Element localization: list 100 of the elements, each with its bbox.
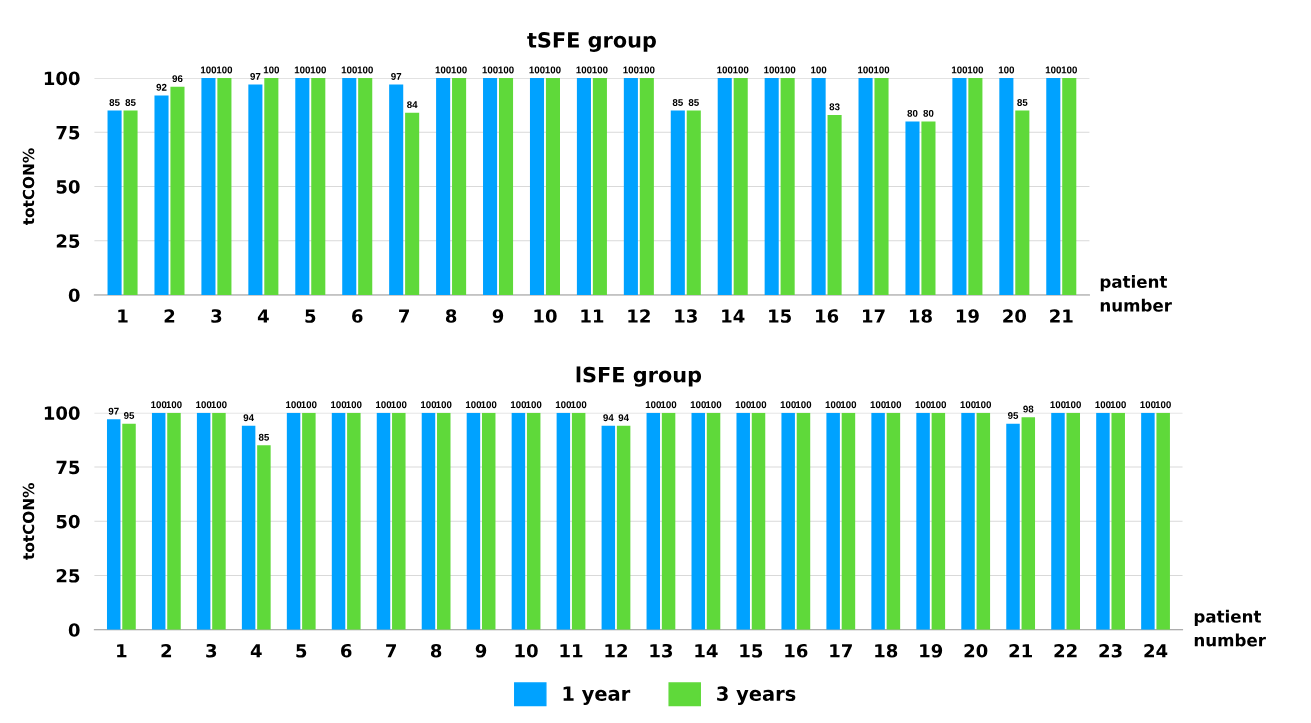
x-tick-label: 4 (250, 644, 262, 658)
x-tick-label: 19 (920, 643, 943, 658)
bar (886, 412, 901, 630)
data-label: 94 (618, 414, 629, 422)
bar (826, 412, 840, 630)
data-label: 100 (951, 66, 968, 74)
x-tick-label: 13 (675, 309, 697, 323)
data-label: 100 (1140, 401, 1156, 409)
data-label: 100 (216, 66, 233, 74)
bar (1015, 110, 1030, 295)
y-axis-title: totCON% (22, 483, 35, 560)
bar (1111, 412, 1125, 630)
bar (916, 412, 930, 630)
bar (257, 445, 271, 630)
data-label: 100 (331, 401, 347, 409)
data-label: 100 (975, 401, 992, 409)
legend-label: 1 year (563, 686, 631, 705)
bar (342, 78, 357, 295)
x-tick-label: 6 (341, 643, 352, 658)
x-tick-label: 7 (399, 309, 410, 323)
x-tick-label: 12 (605, 643, 627, 658)
y-tick-label: 50 (56, 179, 80, 194)
data-label: 85 (109, 99, 120, 106)
bar (961, 412, 975, 630)
data-label: 100 (592, 66, 608, 74)
x-tick-label: 16 (816, 309, 839, 323)
x-tick-label: 19 (956, 309, 979, 323)
data-label: 100 (357, 66, 373, 74)
data-label: 100 (639, 66, 655, 74)
bar (796, 412, 811, 630)
x-tick-label: 1 (118, 309, 128, 323)
data-label: 85 (672, 99, 683, 106)
x-tick-label: 18 (875, 643, 898, 658)
data-label: 100 (346, 401, 362, 409)
x-tick-label: 4 (257, 309, 269, 323)
bar (858, 78, 873, 295)
bar (331, 412, 346, 630)
data-label: 100 (435, 66, 451, 74)
x-tick-label: 17 (830, 644, 852, 658)
x-tick-label: 7 (386, 644, 396, 658)
bar (122, 423, 136, 630)
y-tick-label: 25 (56, 568, 80, 583)
data-label: 95 (123, 412, 135, 419)
bar (151, 412, 166, 630)
y-tick-label: 0 (68, 288, 80, 303)
bar (302, 412, 316, 630)
data-label: 100 (436, 401, 452, 409)
data-label: 97 (250, 73, 261, 80)
bar (781, 412, 795, 630)
data-label: 100 (200, 66, 217, 74)
y-tick-label: 50 (56, 514, 80, 529)
bar (646, 412, 661, 630)
bar (212, 412, 226, 630)
data-label: 100 (555, 401, 572, 409)
x-tick-label: 8 (430, 643, 442, 658)
bar (764, 78, 779, 295)
bar (167, 412, 181, 630)
data-label: 100 (376, 401, 392, 409)
bar (1156, 412, 1170, 630)
bar (1062, 78, 1077, 295)
legend-label: 3 years (717, 686, 796, 705)
data-label: 100 (310, 66, 326, 74)
x-tick-label: 2 (161, 643, 172, 658)
data-label: 100 (482, 66, 498, 74)
bar (1006, 423, 1020, 630)
bar (286, 412, 301, 630)
data-label: 100 (151, 401, 167, 409)
data-label: 100 (795, 401, 812, 409)
data-label: 100 (717, 66, 733, 74)
data-label: 96 (172, 75, 183, 83)
x-tick-label: 16 (785, 643, 808, 658)
bar (616, 425, 631, 630)
bar (123, 110, 138, 295)
data-label: 98 (1023, 405, 1034, 413)
bar (670, 110, 685, 295)
x-tick-label: 21 (1050, 309, 1073, 323)
bar (295, 78, 310, 295)
data-label: 100 (576, 66, 592, 74)
bar (841, 412, 856, 630)
x-tick-label: 11 (581, 309, 604, 323)
bar (874, 78, 889, 295)
bar (248, 84, 263, 295)
bar (358, 78, 373, 295)
data-label: 100 (1065, 401, 1081, 409)
x-tick-label: 17 (863, 309, 885, 323)
bar (196, 412, 211, 630)
y-tick-label: 100 (44, 406, 80, 420)
data-label: 100 (294, 66, 311, 74)
data-label: 100 (764, 66, 780, 74)
bar (661, 412, 676, 630)
bar (466, 412, 481, 630)
x-tick-label: 18 (909, 309, 932, 323)
bar (264, 78, 279, 295)
bar (241, 425, 256, 630)
data-label: 100 (571, 401, 587, 409)
data-label: 100 (645, 401, 662, 409)
bar (201, 78, 216, 295)
bar (736, 412, 750, 630)
bar (811, 78, 826, 295)
data-label: 100 (967, 66, 984, 74)
